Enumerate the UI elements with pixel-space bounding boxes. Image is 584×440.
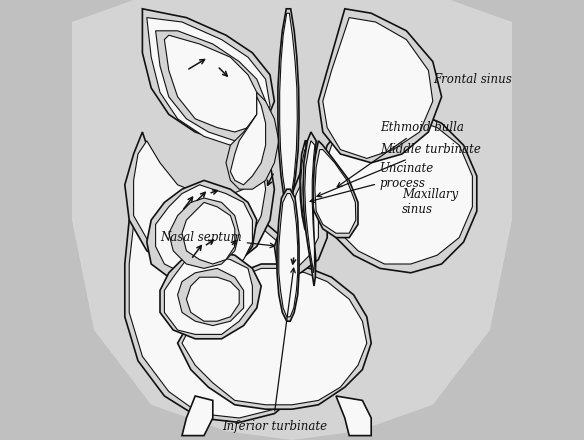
Polygon shape bbox=[134, 141, 266, 268]
Polygon shape bbox=[279, 176, 318, 273]
Polygon shape bbox=[301, 150, 308, 229]
Polygon shape bbox=[278, 9, 299, 211]
Polygon shape bbox=[72, 0, 512, 440]
Text: Frontal sinus: Frontal sinus bbox=[433, 73, 512, 86]
Polygon shape bbox=[277, 189, 299, 321]
Polygon shape bbox=[186, 277, 239, 321]
Text: Ethmoid bulla: Ethmoid bulla bbox=[337, 121, 464, 187]
Polygon shape bbox=[155, 31, 266, 141]
Polygon shape bbox=[303, 132, 316, 286]
Polygon shape bbox=[323, 18, 433, 158]
Polygon shape bbox=[182, 396, 213, 436]
Polygon shape bbox=[182, 202, 235, 264]
Polygon shape bbox=[147, 180, 257, 282]
Polygon shape bbox=[125, 202, 318, 422]
Text: Maxillary
sinus: Maxillary sinus bbox=[402, 188, 458, 216]
Polygon shape bbox=[178, 268, 244, 326]
Polygon shape bbox=[160, 251, 261, 339]
Polygon shape bbox=[280, 13, 297, 207]
Polygon shape bbox=[147, 18, 270, 145]
Text: Middle turbinate: Middle turbinate bbox=[317, 143, 481, 197]
Polygon shape bbox=[274, 167, 327, 277]
Polygon shape bbox=[318, 9, 442, 163]
Polygon shape bbox=[310, 141, 358, 238]
Polygon shape bbox=[169, 198, 239, 268]
Polygon shape bbox=[300, 141, 309, 233]
Polygon shape bbox=[165, 35, 257, 132]
Text: Nasal septum: Nasal septum bbox=[160, 231, 274, 248]
Polygon shape bbox=[125, 132, 274, 273]
Polygon shape bbox=[315, 150, 356, 233]
Polygon shape bbox=[165, 255, 252, 334]
Polygon shape bbox=[323, 119, 472, 264]
Polygon shape bbox=[305, 141, 315, 273]
Polygon shape bbox=[142, 9, 274, 141]
Polygon shape bbox=[155, 185, 252, 277]
Text: Uncinate
process: Uncinate process bbox=[310, 162, 434, 202]
Text: Inferior turbinate: Inferior turbinate bbox=[222, 420, 327, 433]
Polygon shape bbox=[336, 396, 371, 436]
Polygon shape bbox=[279, 194, 298, 317]
Polygon shape bbox=[129, 207, 314, 418]
Polygon shape bbox=[182, 268, 367, 405]
Polygon shape bbox=[226, 92, 279, 189]
Polygon shape bbox=[178, 264, 371, 409]
Polygon shape bbox=[318, 110, 477, 273]
Polygon shape bbox=[231, 97, 266, 185]
